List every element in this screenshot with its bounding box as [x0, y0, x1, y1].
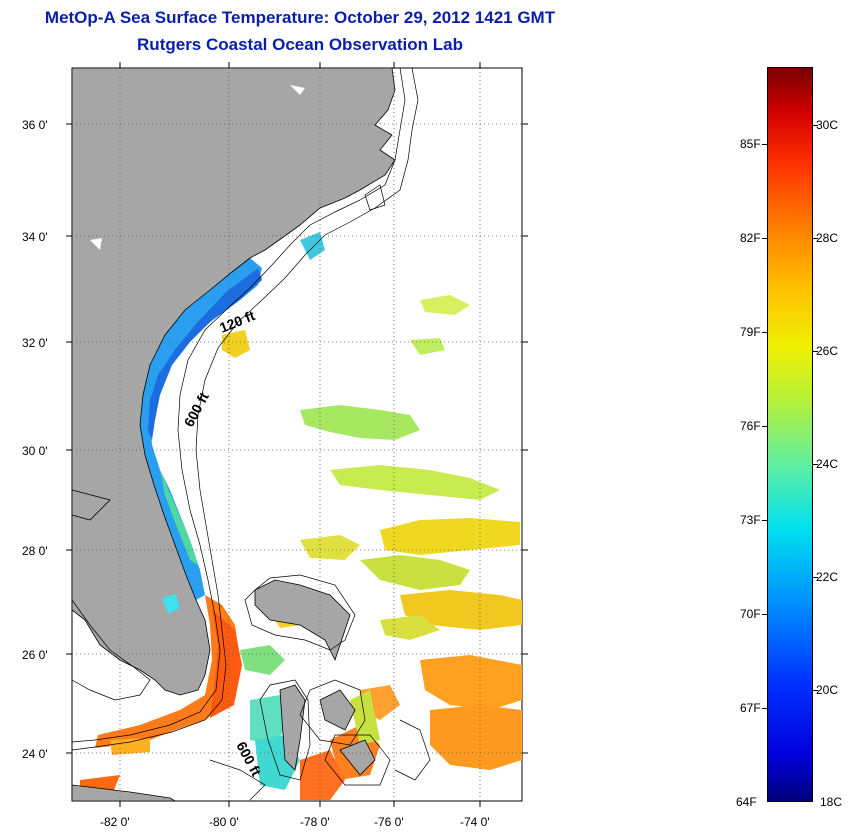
- latitude-labels: 36 0' 34 0' 32 0' 30 0' 28 0' 26 0' 24 0…: [22, 118, 48, 761]
- frame-ticks: [66, 62, 528, 807]
- colorbar-tick: [762, 144, 767, 145]
- colorbar-c-label: 18C: [820, 795, 843, 809]
- lon-label: -76 0': [374, 815, 404, 829]
- colorbar-f-label: 82F: [740, 231, 761, 245]
- colorbar-tick: [813, 577, 818, 578]
- colorbar-tick: [762, 708, 767, 709]
- colorbar-tick: [813, 238, 818, 239]
- colorbar-gradient: [768, 68, 812, 801]
- colorbar-tick: [762, 238, 767, 239]
- colorbar-tick: [813, 351, 818, 352]
- colorbar-f-label: 64F: [736, 795, 757, 809]
- colorbar-f-label: 73F: [740, 513, 761, 527]
- colorbar-f-label: 79F: [740, 325, 761, 339]
- lat-label: 30 0': [22, 444, 48, 458]
- colorbar-c-label: 24C: [816, 457, 839, 471]
- colorbar-tick: [813, 464, 818, 465]
- colorbar-c-label: 26C: [816, 344, 839, 358]
- lon-label: -82 0': [100, 815, 130, 829]
- map-title: MetOp-A Sea Surface Temperature: October…: [44, 8, 556, 27]
- lon-label: -80 0': [209, 815, 239, 829]
- lat-label: 34 0': [22, 230, 48, 244]
- temperature-colorbar: [767, 67, 813, 802]
- lon-label: -78 0': [300, 815, 330, 829]
- colorbar-tick: [762, 614, 767, 615]
- colorbar-f-label: 85F: [740, 137, 761, 151]
- colorbar-c-label: 22C: [816, 570, 839, 584]
- colorbar-f-label: 76F: [740, 419, 761, 433]
- lat-label: 24 0': [22, 747, 48, 761]
- longitude-labels: -82 0' -80 0' -78 0' -76 0' -74 0': [100, 815, 490, 829]
- bathymetry-contours: [72, 68, 431, 801]
- lat-label: 26 0': [22, 648, 48, 662]
- colorbar-f-label: 70F: [740, 607, 761, 621]
- lat-label: 36 0': [22, 118, 48, 132]
- map-subtitle: Rutgers Coastal Ocean Observation Lab: [137, 35, 463, 54]
- colorbar-c-label: 30C: [816, 118, 839, 132]
- colorbar-c-label: 28C: [816, 231, 839, 245]
- lat-label: 28 0': [22, 544, 48, 558]
- colorbar-tick: [813, 125, 818, 126]
- map-grid: [72, 68, 522, 801]
- colorbar-tick: [762, 332, 767, 333]
- colorbar-tick: [813, 690, 818, 691]
- colorbar-tick: [762, 426, 767, 427]
- land-layer: [72, 68, 396, 801]
- lon-label: -74 0': [460, 815, 490, 829]
- colorbar-f-label: 67F: [740, 701, 761, 715]
- colorbar-c-label: 20C: [816, 683, 839, 697]
- colorbar-tick: [762, 520, 767, 521]
- lat-label: 32 0': [22, 336, 48, 350]
